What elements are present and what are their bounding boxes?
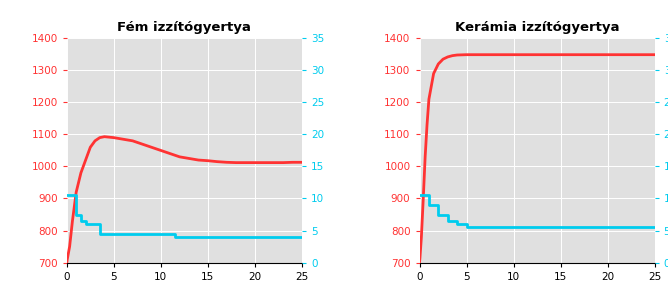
Title: Fém izzítógyertya: Fém izzítógyertya (118, 22, 251, 35)
Title: Kerámia izzítógyertya: Kerámia izzítógyertya (455, 22, 619, 35)
